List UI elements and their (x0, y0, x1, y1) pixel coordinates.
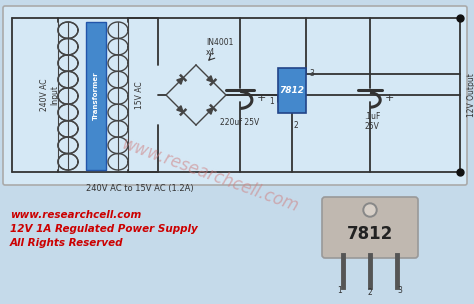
Polygon shape (108, 22, 128, 38)
Polygon shape (108, 38, 128, 55)
Text: 2: 2 (293, 121, 298, 130)
Polygon shape (108, 104, 128, 121)
Polygon shape (58, 38, 78, 55)
Text: 7812: 7812 (280, 86, 304, 95)
Polygon shape (108, 121, 128, 137)
Text: .1uF
25V: .1uF 25V (364, 112, 380, 131)
Text: 1: 1 (269, 97, 274, 106)
Text: 12V Output: 12V Output (467, 73, 474, 117)
Text: 1: 1 (337, 286, 342, 295)
Bar (278, 68, 306, 113)
Text: 2: 2 (368, 288, 373, 297)
Text: 12V 1A Regulated Power Supply: 12V 1A Regulated Power Supply (10, 224, 198, 234)
Polygon shape (108, 88, 128, 104)
Polygon shape (58, 22, 78, 38)
Polygon shape (177, 78, 183, 84)
Text: 240V AC to 15V AC (1.2A): 240V AC to 15V AC (1.2A) (86, 184, 194, 193)
Bar (86, 22, 106, 170)
Text: 7812: 7812 (347, 225, 393, 243)
Polygon shape (58, 104, 78, 121)
Polygon shape (58, 55, 78, 71)
FancyBboxPatch shape (322, 197, 418, 258)
Text: +: + (385, 93, 394, 103)
Polygon shape (207, 76, 213, 82)
Circle shape (363, 203, 377, 217)
Text: 240V AC
Input: 240V AC Input (40, 79, 60, 111)
Polygon shape (207, 108, 213, 114)
Polygon shape (58, 71, 78, 88)
Polygon shape (58, 137, 78, 154)
Polygon shape (108, 137, 128, 154)
Text: All Rights Reserved: All Rights Reserved (10, 238, 124, 248)
FancyBboxPatch shape (3, 6, 467, 185)
Text: www.researchcell.com: www.researchcell.com (10, 210, 141, 220)
Polygon shape (58, 121, 78, 137)
Text: 3: 3 (309, 70, 314, 78)
Text: 3: 3 (398, 286, 402, 295)
Polygon shape (58, 88, 78, 104)
Text: 15V AC: 15V AC (136, 81, 145, 109)
Text: IN4001
x4: IN4001 x4 (206, 38, 233, 57)
Circle shape (365, 205, 375, 215)
Text: www.researchcell.com: www.researchcell.com (119, 135, 301, 216)
Polygon shape (108, 71, 128, 88)
Text: 220uf 25V: 220uf 25V (220, 118, 260, 127)
Text: +: + (257, 93, 266, 103)
Polygon shape (108, 154, 128, 170)
Polygon shape (108, 55, 128, 71)
Text: Transformer: Transformer (93, 72, 99, 120)
Polygon shape (58, 154, 78, 170)
Polygon shape (177, 106, 183, 112)
